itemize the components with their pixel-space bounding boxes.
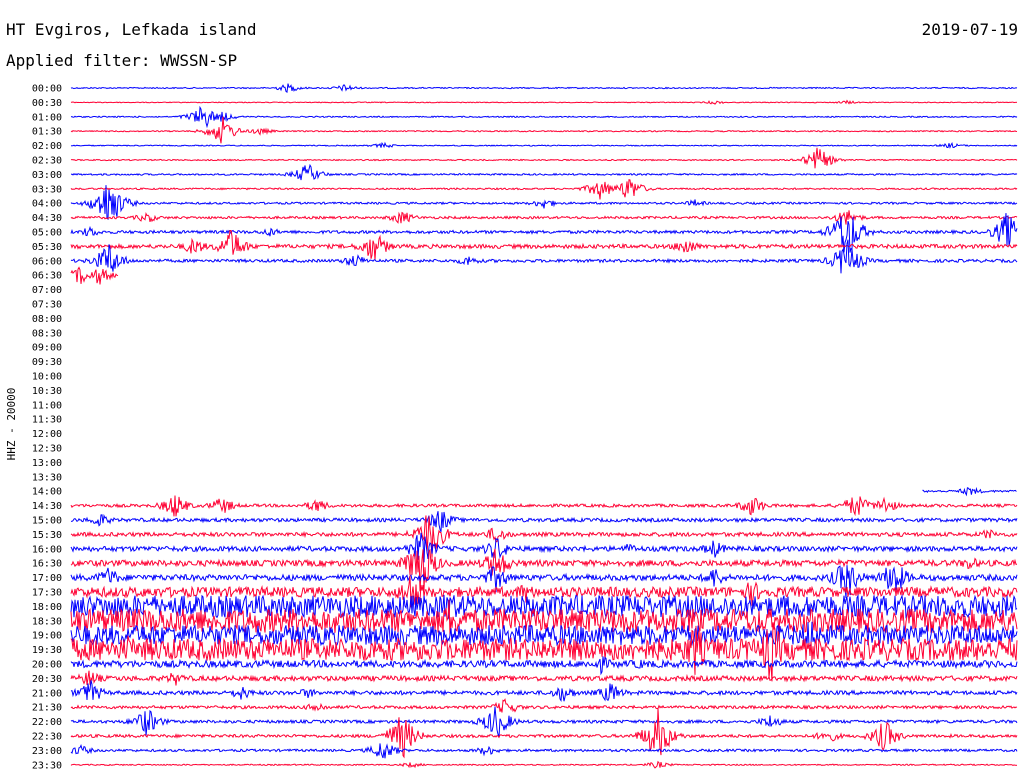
- tick-label-1230: 12:30: [32, 444, 62, 455]
- time-tick-labels: 00:00 00:30 01:00 01:30 02:00 02:30 03:00 03:30…: [32, 84, 62, 772]
- tick-label-2030: 20:30: [32, 674, 62, 685]
- trace-0430: [70, 210, 1018, 225]
- tick-label-2330: 23:30: [32, 760, 62, 771]
- trace-0600: [70, 239, 1018, 274]
- tick-label-1200: 12:00: [32, 429, 62, 440]
- tick-label-1530: 15:30: [32, 530, 62, 541]
- trace-0000: [70, 83, 1018, 93]
- tick-label-1330: 13:30: [32, 472, 62, 483]
- trace-0300: [70, 163, 1018, 181]
- trace-2200: [70, 706, 1018, 738]
- trace-1400: [922, 486, 1017, 497]
- tick-label-2200: 22:00: [32, 717, 62, 728]
- trace-1700: [70, 565, 1018, 599]
- y-axis-label: HHZ - 20000: [5, 388, 18, 461]
- tick-label-0230: 02:30: [32, 156, 62, 167]
- tick-label-0900: 09:00: [32, 343, 62, 354]
- trace-1830: [70, 599, 1018, 636]
- trace-0030: [70, 99, 1018, 105]
- trace-1900: [70, 621, 1018, 647]
- tick-label-1400: 14:00: [32, 487, 62, 498]
- tick-label-0300: 03:00: [32, 170, 62, 181]
- tick-label-2300: 23:00: [32, 746, 62, 757]
- trace-1430: [70, 495, 1018, 517]
- trace-2000: [70, 656, 1018, 676]
- tick-label-0600: 06:00: [32, 256, 62, 267]
- tick-label-0700: 07:00: [32, 285, 62, 296]
- trace-0330: [70, 179, 1018, 200]
- trace-0630: [70, 266, 119, 285]
- tick-label-0930: 09:30: [32, 357, 62, 368]
- tick-label-1430: 14:30: [32, 501, 62, 512]
- trace-1930: [70, 622, 1018, 682]
- trace-0100: [70, 105, 1018, 129]
- tick-label-1100: 11:00: [32, 400, 62, 411]
- tick-label-0730: 07:30: [32, 300, 62, 311]
- trace-1600: [70, 532, 1018, 563]
- tick-label-0100: 01:00: [32, 112, 62, 123]
- tick-label-0500: 05:00: [32, 228, 62, 239]
- tick-label-1700: 17:00: [32, 573, 62, 584]
- trace-2330: [70, 760, 1018, 769]
- trace-0130: [70, 116, 1018, 144]
- tick-label-1930: 19:30: [32, 645, 62, 656]
- trace-0400: [70, 185, 1018, 221]
- tick-label-1630: 16:30: [32, 559, 62, 570]
- tick-label-1030: 10:30: [32, 386, 62, 397]
- trace-2030: [70, 670, 1018, 686]
- trace-1630: [70, 548, 1018, 592]
- trace-2100: [70, 680, 1018, 702]
- trace-0530: [70, 230, 1018, 261]
- trace-2130: [70, 698, 1018, 713]
- tick-label-0200: 02:00: [32, 141, 62, 152]
- trace-2300: [70, 743, 1018, 759]
- tick-label-1000: 10:00: [32, 372, 62, 383]
- date-label: 2019-07-19: [921, 20, 1018, 39]
- tick-label-2230: 22:30: [32, 732, 62, 743]
- tick-label-2100: 21:00: [32, 688, 62, 699]
- tick-label-1300: 13:00: [32, 458, 62, 469]
- tick-label-0400: 04:00: [32, 199, 62, 210]
- tick-label-0330: 03:30: [32, 184, 62, 195]
- trace-2230: [70, 708, 1018, 759]
- trace-0230: [70, 147, 1018, 169]
- filter-label: Applied filter: WWSSN-SP: [6, 51, 238, 70]
- seismogram-traces: [70, 83, 1018, 769]
- tick-label-2130: 21:30: [32, 703, 62, 714]
- tick-label-1830: 18:30: [32, 616, 62, 627]
- tick-label-0430: 04:30: [32, 213, 62, 224]
- tick-label-1500: 15:00: [32, 516, 62, 527]
- tick-label-0800: 08:00: [32, 314, 62, 325]
- tick-label-0000: 00:00: [32, 84, 62, 95]
- tick-label-1800: 18:00: [32, 602, 62, 613]
- tick-label-0830: 08:30: [32, 328, 62, 339]
- tick-label-1900: 19:00: [32, 631, 62, 642]
- trace-1500: [70, 511, 1018, 532]
- tick-label-1730: 17:30: [32, 588, 62, 599]
- trace-1730: [70, 575, 1018, 608]
- tick-label-2000: 20:00: [32, 660, 62, 671]
- tick-label-0030: 00:30: [32, 98, 62, 109]
- trace-0200: [70, 141, 1018, 149]
- tick-label-0530: 05:30: [32, 242, 62, 253]
- tick-label-0630: 06:30: [32, 271, 62, 282]
- tick-label-1130: 11:30: [32, 415, 62, 426]
- station-title: HT Evgiros, Lefkada island: [6, 20, 257, 39]
- trace-1530: [70, 515, 1018, 558]
- trace-0500: [70, 213, 1018, 253]
- tick-label-0130: 01:30: [32, 127, 62, 138]
- tick-label-1600: 16:00: [32, 544, 62, 555]
